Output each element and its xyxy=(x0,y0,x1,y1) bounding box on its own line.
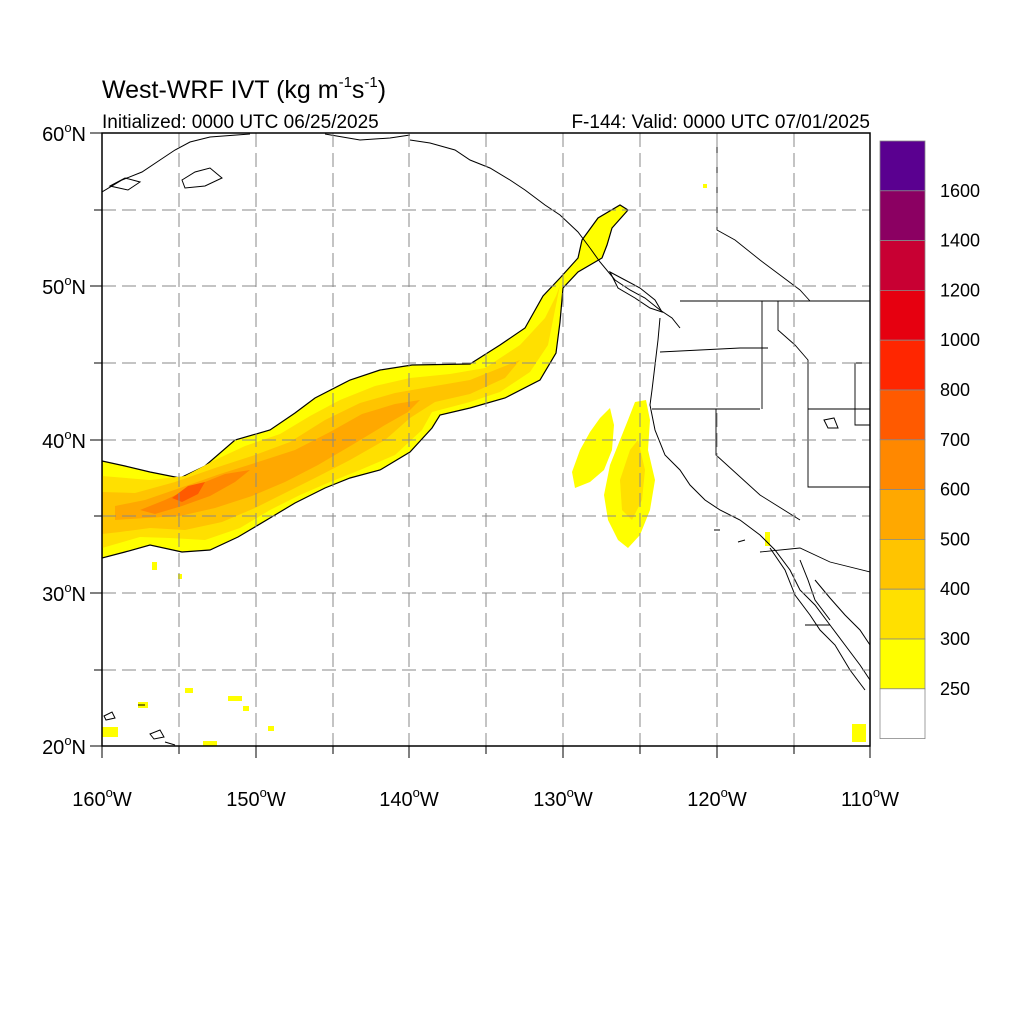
alaska-islands xyxy=(108,167,223,191)
map-panel xyxy=(90,132,871,758)
colorbar-label: 1400 xyxy=(940,231,980,251)
x-tick-label: 160oW xyxy=(72,785,132,811)
colorbar: 1600 1400 1200 1000 800 700 600 500 400 300 250 xyxy=(879,140,980,739)
y-tick-label: 40oN xyxy=(42,427,86,453)
colorbar-label: 400 xyxy=(940,579,970,599)
west-coast-us xyxy=(649,317,870,681)
ivt-patch xyxy=(102,727,118,737)
vancouver-island xyxy=(608,270,664,313)
political-borders xyxy=(652,133,870,626)
colorbar-labels: 1600 1400 1200 1000 800 700 600 500 400 300 250 xyxy=(940,181,980,699)
colorbar-label: 600 xyxy=(940,480,970,500)
y-tick-label: 20oN xyxy=(42,733,86,759)
y-axis-labels: 60oN 50oN 40oN 30oN 20oN xyxy=(42,120,86,759)
gulf-of-california xyxy=(814,579,870,646)
utah-border xyxy=(807,408,870,488)
x-tick-label: 120oW xyxy=(687,785,747,811)
colorbar-swatch xyxy=(879,240,926,291)
colorbar-label: 1200 xyxy=(940,280,980,300)
ivt-patch xyxy=(703,184,707,188)
alaska-canada-border xyxy=(716,133,811,302)
chart-title: West-WRF IVT (kg m-1s-1) xyxy=(102,74,386,104)
colorbar-swatch xyxy=(879,588,926,640)
ivt-offshore-band-west xyxy=(572,408,614,488)
init-time-label: Initialized: 0000 UTC 06/25/2025 xyxy=(102,112,379,133)
ivt-patch xyxy=(152,562,157,570)
lat-lon-grid xyxy=(102,133,870,746)
ivt-patch xyxy=(243,706,249,711)
valid-time-label: F-144: Valid: 0000 UTC 07/01/2025 xyxy=(571,112,870,133)
colorbar-boxes xyxy=(879,140,926,739)
bc-coast xyxy=(589,247,681,329)
colorbar-label: 1000 xyxy=(940,330,980,350)
x-tick-label: 140oW xyxy=(379,785,439,811)
wa-or-border xyxy=(659,347,768,353)
colorbar-label: 700 xyxy=(940,430,970,450)
ivt-700-core xyxy=(172,482,205,502)
channel-islands xyxy=(714,529,746,543)
x-axis-labels: 160oW 150oW 140oW 130oW 120oW 110oW xyxy=(72,785,899,811)
ivt-shading xyxy=(102,184,866,746)
great-lakes-utah xyxy=(823,417,839,429)
colorbar-swatch xyxy=(879,140,926,192)
y-tick-label: 60oN xyxy=(42,120,86,146)
axis-ticks xyxy=(90,132,871,758)
ivt-patch xyxy=(178,574,182,579)
colorbar-swatch xyxy=(879,439,926,490)
alaska-coast xyxy=(102,133,591,249)
us-mexico-border xyxy=(759,547,870,573)
ivt-patch xyxy=(185,688,193,693)
colorbar-label: 300 xyxy=(940,629,970,649)
ivt-patch xyxy=(852,724,866,742)
colorbar-swatch xyxy=(879,489,926,540)
colorbar-swatch xyxy=(879,389,926,441)
x-tick-label: 150oW xyxy=(226,785,286,811)
colorbar-swatch xyxy=(879,539,926,590)
colorbar-label: 1600 xyxy=(940,181,980,201)
ivt-patch xyxy=(228,696,242,701)
hawaii-islands xyxy=(103,704,176,746)
colorbar-swatch xyxy=(879,190,926,242)
ivt-patch xyxy=(268,726,274,731)
x-tick-label: 110oW xyxy=(841,785,899,811)
ivt-patch xyxy=(203,741,217,746)
nevada-border xyxy=(715,409,801,521)
colorbar-swatch xyxy=(879,688,926,739)
ivt-offshore-band-east-300 xyxy=(620,440,645,520)
colorbar-swatch xyxy=(879,339,926,391)
colorbar-swatch xyxy=(879,638,926,690)
coastlines xyxy=(102,133,870,746)
colorbar-swatch xyxy=(879,289,926,341)
x-tick-label: 130oW xyxy=(533,785,593,811)
colorbar-label: 250 xyxy=(940,679,970,699)
y-tick-label: 50oN xyxy=(42,273,86,299)
ivt-patch xyxy=(765,532,770,546)
colorbar-label: 500 xyxy=(940,529,970,549)
idaho-border xyxy=(761,301,809,409)
colorbar-label: 800 xyxy=(940,380,970,400)
baja-coast xyxy=(769,547,866,691)
y-tick-label: 30oN xyxy=(42,580,86,606)
